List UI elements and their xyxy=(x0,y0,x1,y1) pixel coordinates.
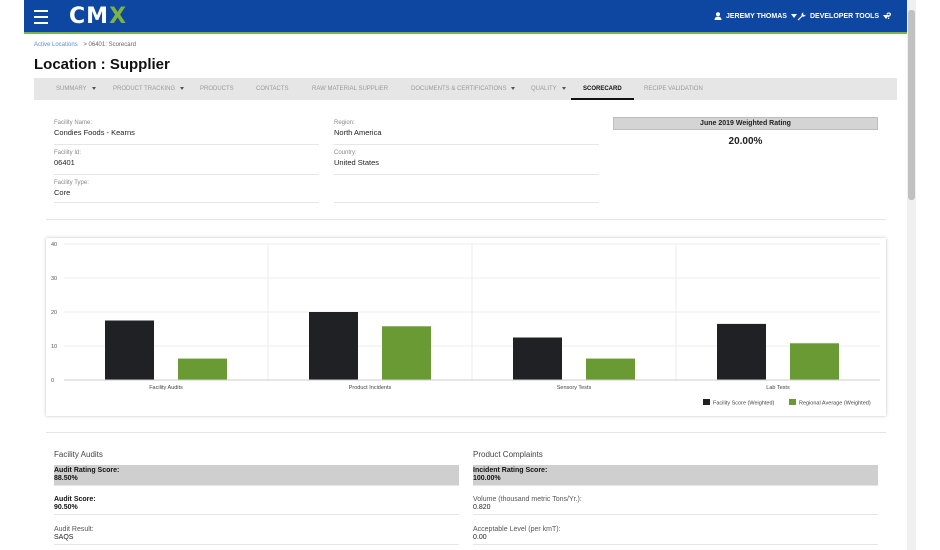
bar-facility-score xyxy=(513,337,562,380)
incident-rating-score: Incident Rating Score: 100.00% xyxy=(473,465,878,486)
tab-recipe-validation[interactable]: RECIPE VALIDATION xyxy=(644,86,703,92)
legend-label: Regional Average (Weighted) xyxy=(799,401,871,407)
facility-type-value: Core xyxy=(54,188,71,197)
acceptable-level-value: 0.00 xyxy=(473,534,487,541)
tab-summary[interactable]: SUMMARY xyxy=(56,78,96,100)
dropdown-caret-icon xyxy=(511,86,516,90)
cmx-logo[interactable]: CMX xyxy=(69,4,128,29)
facility-id-field: Facility Id: 06401 xyxy=(54,150,319,175)
facility-name-value: Condies Foods - Kearns xyxy=(54,128,135,137)
legend-swatch xyxy=(789,399,796,405)
weighted-rating-header: June 2019 Weighted Rating xyxy=(613,117,878,130)
facility-id-value: 06401 xyxy=(54,158,75,167)
facility-name-field: Facility Name: Condies Foods - Kearns xyxy=(54,120,319,145)
developer-tools-menu[interactable]: DEVELOPER TOOLS xyxy=(797,12,890,21)
country-field: Country: United States xyxy=(334,150,599,175)
tab-products[interactable]: PRODUCTS xyxy=(200,86,234,92)
bar-facility-score xyxy=(309,312,358,380)
country-label: Country: xyxy=(334,150,357,156)
menu-icon[interactable] xyxy=(34,10,48,24)
top-navbar: CMX JEREMY THOMAS DEVELOPER TOOLS ? xyxy=(24,0,907,34)
section-divider xyxy=(46,432,886,433)
region-field: Region: North America xyxy=(334,120,599,145)
x-tick-label: Lab Tests xyxy=(766,385,790,391)
facility-name-label: Facility Name: xyxy=(54,120,93,126)
incident-rating-score-label: Incident Rating Score: xyxy=(473,467,548,474)
x-tick-label: Facility Audits xyxy=(149,385,183,391)
page-title: Location : Supplier xyxy=(34,56,170,73)
bar-facility-score xyxy=(105,320,154,380)
help-button[interactable]: ? xyxy=(886,11,892,21)
developer-tools-label: DEVELOPER TOOLS xyxy=(810,13,880,20)
volume-value: 0.820 xyxy=(473,504,491,511)
wrench-icon xyxy=(797,12,806,21)
y-tick-label: 0 xyxy=(51,378,54,384)
acceptable-level: Acceptable Level (per kmT): 0.00 xyxy=(473,524,878,545)
tab-quality[interactable]: QUALITY xyxy=(531,78,566,100)
tab-contacts[interactable]: CONTACTS xyxy=(256,86,289,92)
page-scrollbar[interactable] xyxy=(907,0,916,550)
tab-raw-material-supplier[interactable]: RAW MATERIAL SUPPLIER xyxy=(312,86,389,92)
bar-regional-average xyxy=(790,343,839,380)
dropdown-caret-icon xyxy=(180,86,185,90)
product-complaints-title: Product Complaints xyxy=(473,450,543,459)
x-tick-label: Sensory Tests xyxy=(557,385,592,391)
legend-label: Facility Score (Weighted) xyxy=(713,401,775,407)
y-tick-label: 10 xyxy=(51,344,57,350)
y-tick-label: 20 xyxy=(51,310,57,316)
legend-swatch xyxy=(703,399,710,405)
breadcrumb-current: > 06401: Scorecard xyxy=(83,42,136,48)
country-value: United States xyxy=(334,158,380,167)
bar-regional-average xyxy=(382,326,431,380)
audit-rating-score: Audit Rating Score: 88.50% xyxy=(54,465,459,486)
facility-type-field: Facility Type: Core xyxy=(54,180,319,203)
user-icon xyxy=(714,12,722,20)
user-menu[interactable]: JEREMY THOMAS xyxy=(714,12,797,20)
scorecard-chart: 0 10 20 30 40 Facility Audits Product Incident… xyxy=(46,238,886,416)
region-value: North America xyxy=(334,128,382,137)
empty-field xyxy=(334,180,599,203)
audit-score-label: Audit Score: xyxy=(54,496,96,503)
volume: Volume (thousand metric Tons/Yr.): 0.820 xyxy=(473,494,878,515)
audit-score-value: 90.50% xyxy=(54,504,78,511)
tab-scorecard[interactable]: SCORECARD xyxy=(571,78,634,100)
bar-chart-svg: 0 10 20 30 40 Facility Audits Product Incident… xyxy=(51,242,880,407)
acceptable-level-label: Acceptable Level (per kmT): xyxy=(473,526,561,533)
dropdown-caret-icon xyxy=(91,86,96,90)
audit-rating-score-label: Audit Rating Score: xyxy=(54,467,120,474)
breadcrumb-active-locations-link[interactable]: Active Locations xyxy=(34,42,78,48)
chevron-down-icon xyxy=(883,14,890,19)
bar-facility-score xyxy=(717,323,766,380)
y-tick-label: 40 xyxy=(51,242,57,248)
bar-regional-average xyxy=(586,358,635,380)
audit-rating-score-value: 88.50% xyxy=(54,475,78,482)
weighted-rating-value: 20.00% xyxy=(728,136,763,147)
dropdown-caret-icon xyxy=(561,86,566,90)
tab-product-tracking[interactable]: PRODUCT TRACKING xyxy=(113,78,185,100)
scrollbar-thumb[interactable] xyxy=(908,10,915,200)
audit-result-label: Audit Result: xyxy=(54,526,94,533)
facility-type-label: Facility Type: xyxy=(54,180,89,186)
facility-audits-title: Facility Audits xyxy=(54,450,103,459)
chevron-down-icon xyxy=(790,14,797,18)
region-label: Region: xyxy=(334,120,355,126)
section-divider xyxy=(46,219,886,220)
facility-id-label: Facility Id: xyxy=(54,150,82,156)
user-name: JEREMY THOMAS xyxy=(726,12,787,20)
volume-label: Volume (thousand metric Tons/Yr.): xyxy=(473,496,582,503)
tab-documents-certifications[interactable]: DOCUMENTS & CERTIFICATIONS xyxy=(411,78,516,100)
incident-rating-score-value: 100.00% xyxy=(473,475,501,482)
bar-regional-average xyxy=(178,358,227,380)
audit-result: Audit Result: SAQS xyxy=(54,524,459,545)
y-tick-label: 30 xyxy=(51,276,57,282)
tab-bar: SUMMARY PRODUCT TRACKING PRODUCTS CONTAC… xyxy=(34,78,897,100)
breadcrumb: Active Locations > 06401: Scorecard xyxy=(34,42,136,48)
audit-result-value: SAQS xyxy=(54,534,74,541)
audit-score: Audit Score: 90.50% xyxy=(54,494,459,515)
x-tick-label: Product Incidents xyxy=(349,385,392,391)
